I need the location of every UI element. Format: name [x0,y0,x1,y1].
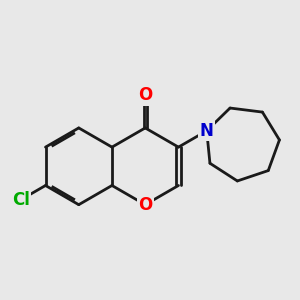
Text: N: N [200,122,214,140]
Text: Cl: Cl [12,191,29,209]
Text: O: O [138,86,152,104]
Text: O: O [138,196,152,214]
